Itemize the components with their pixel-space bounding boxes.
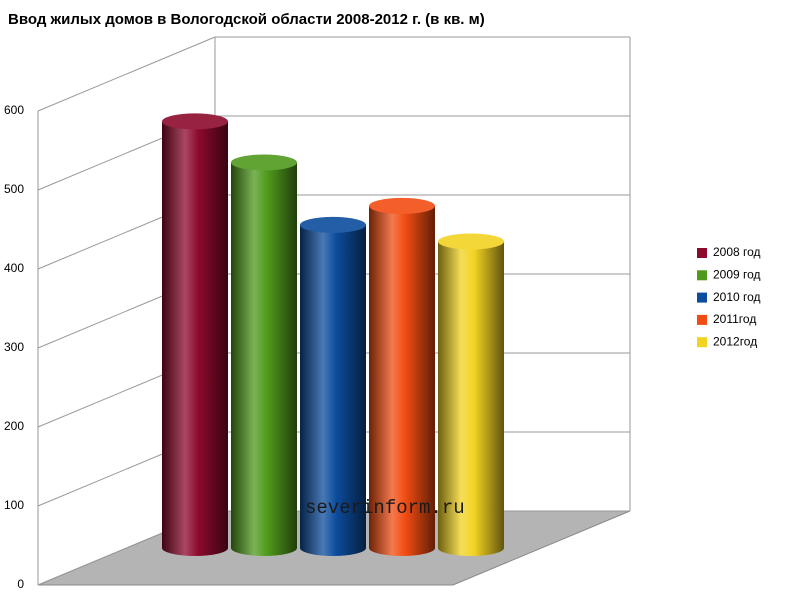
legend-label: 2012год bbox=[713, 334, 757, 348]
bar bbox=[369, 205, 435, 556]
annotation: severinform.ru bbox=[305, 497, 465, 519]
legend-swatch bbox=[697, 314, 707, 325]
bar bbox=[162, 121, 228, 557]
legend-label: 2011год bbox=[713, 312, 756, 326]
chart-title: Ввод жилых домов в Вологодской области 2… bbox=[8, 11, 485, 28]
legend-swatch bbox=[697, 292, 707, 303]
legend-label: 2008 год bbox=[713, 245, 761, 259]
y-tick-label: 600 bbox=[4, 103, 24, 117]
y-tick-label: 400 bbox=[4, 261, 24, 275]
legend-swatch bbox=[697, 270, 707, 281]
bar-top bbox=[369, 197, 435, 214]
y-tick-label: 500 bbox=[4, 182, 24, 196]
legend-swatch bbox=[697, 337, 707, 348]
bar-top bbox=[231, 154, 297, 171]
legend-swatch bbox=[697, 248, 707, 258]
y-tick-label: 0 bbox=[17, 577, 24, 591]
y-tick-label: 300 bbox=[4, 340, 24, 354]
legend-label: 2010 год bbox=[713, 290, 761, 304]
bar-top bbox=[162, 113, 228, 130]
y-tick-label: 100 bbox=[4, 498, 24, 512]
grid-line bbox=[37, 36, 216, 112]
bar-top bbox=[300, 216, 366, 233]
bar-top bbox=[438, 233, 504, 250]
bar bbox=[231, 162, 297, 557]
legend-label: 2009 год bbox=[713, 267, 761, 281]
bar bbox=[438, 241, 504, 557]
bar bbox=[300, 224, 366, 556]
y-tick-label: 200 bbox=[4, 419, 24, 433]
